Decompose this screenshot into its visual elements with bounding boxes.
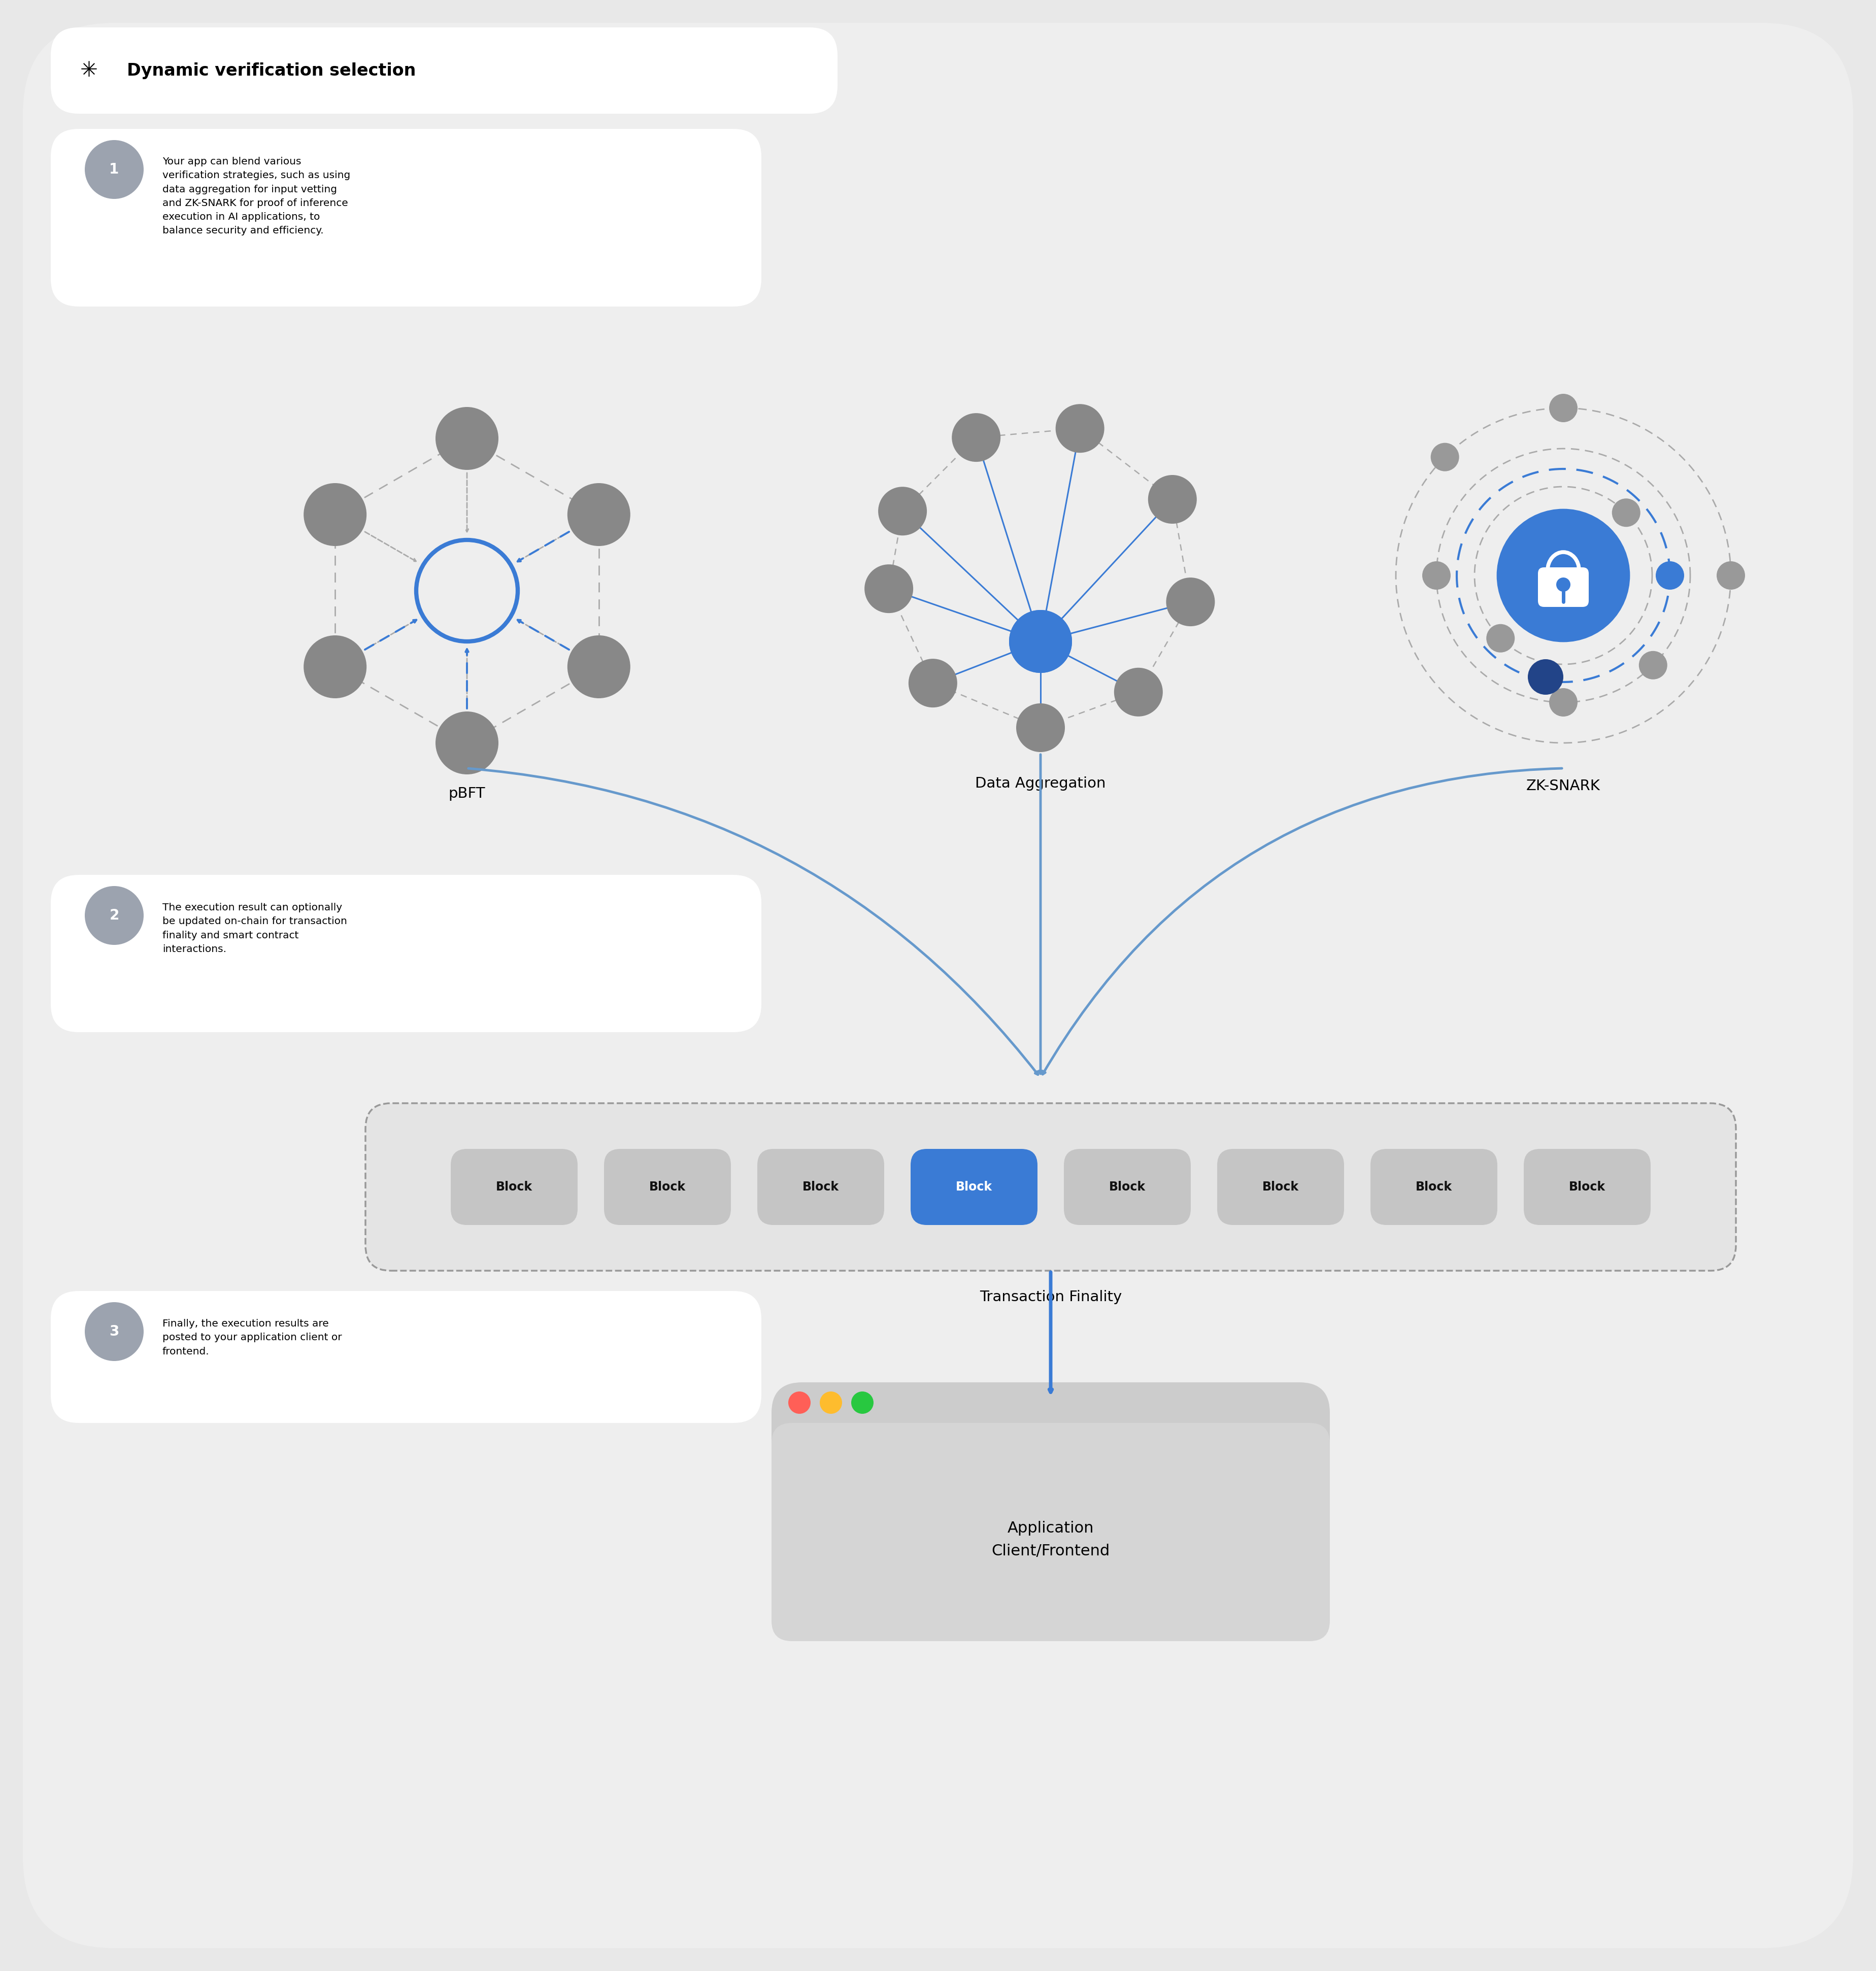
- Circle shape: [820, 1392, 842, 1413]
- Circle shape: [1486, 625, 1514, 652]
- Circle shape: [567, 635, 630, 698]
- FancyBboxPatch shape: [23, 24, 1853, 1947]
- Text: Block: Block: [1109, 1181, 1146, 1192]
- Text: The execution result can optionally
be updated on-chain for transaction
finality: The execution result can optionally be u…: [163, 903, 347, 954]
- Circle shape: [84, 1303, 144, 1362]
- Text: Block: Block: [649, 1181, 687, 1192]
- Circle shape: [951, 414, 1000, 461]
- Circle shape: [84, 140, 144, 199]
- Text: Block: Block: [495, 1181, 533, 1192]
- FancyBboxPatch shape: [450, 1149, 578, 1226]
- FancyBboxPatch shape: [51, 1291, 762, 1423]
- Text: Transaction Finality: Transaction Finality: [979, 1289, 1122, 1305]
- FancyBboxPatch shape: [771, 1382, 1330, 1642]
- Circle shape: [1640, 650, 1668, 680]
- FancyBboxPatch shape: [758, 1149, 884, 1226]
- FancyBboxPatch shape: [1064, 1149, 1191, 1226]
- Circle shape: [1497, 509, 1630, 641]
- Circle shape: [1717, 562, 1745, 589]
- Text: pBFT: pBFT: [448, 786, 486, 800]
- Text: Block: Block: [1263, 1181, 1298, 1192]
- FancyBboxPatch shape: [1218, 1149, 1343, 1226]
- Circle shape: [304, 635, 366, 698]
- Circle shape: [852, 1392, 874, 1413]
- Circle shape: [1611, 499, 1640, 526]
- Text: Block: Block: [803, 1181, 839, 1192]
- FancyBboxPatch shape: [51, 128, 762, 307]
- Text: Data Aggregation: Data Aggregation: [976, 777, 1105, 790]
- FancyBboxPatch shape: [1523, 1149, 1651, 1226]
- Circle shape: [1431, 443, 1460, 471]
- Circle shape: [435, 712, 499, 775]
- Text: Block: Block: [1568, 1181, 1606, 1192]
- Text: Block: Block: [1416, 1181, 1452, 1192]
- FancyBboxPatch shape: [366, 1104, 1735, 1271]
- Circle shape: [1557, 578, 1570, 591]
- FancyBboxPatch shape: [1538, 568, 1589, 607]
- Text: Your app can blend various
verification strategies, such as using
data aggregati: Your app can blend various verification …: [163, 158, 351, 237]
- Circle shape: [878, 487, 927, 536]
- Text: 3: 3: [109, 1325, 118, 1338]
- Circle shape: [865, 564, 914, 613]
- Circle shape: [1114, 668, 1163, 715]
- Circle shape: [1550, 394, 1578, 422]
- FancyBboxPatch shape: [910, 1149, 1037, 1226]
- Text: Application
Client/Frontend: Application Client/Frontend: [992, 1522, 1111, 1559]
- FancyBboxPatch shape: [1371, 1149, 1497, 1226]
- Circle shape: [788, 1392, 810, 1413]
- Circle shape: [1167, 578, 1216, 627]
- Circle shape: [1056, 404, 1105, 453]
- FancyBboxPatch shape: [604, 1149, 732, 1226]
- Circle shape: [1017, 704, 1066, 753]
- Text: Finally, the execution results are
posted to your application client or
frontend: Finally, the execution results are poste…: [163, 1319, 341, 1356]
- Circle shape: [1009, 609, 1071, 672]
- Circle shape: [1148, 475, 1197, 524]
- Text: 1: 1: [109, 162, 118, 177]
- FancyBboxPatch shape: [51, 875, 762, 1033]
- FancyBboxPatch shape: [51, 28, 837, 114]
- Circle shape: [84, 887, 144, 944]
- Circle shape: [908, 658, 957, 708]
- Text: 2: 2: [109, 909, 118, 922]
- Text: Dynamic verification selection: Dynamic verification selection: [128, 63, 416, 79]
- Circle shape: [435, 406, 499, 469]
- Circle shape: [567, 483, 630, 546]
- FancyBboxPatch shape: [771, 1423, 1330, 1642]
- Text: ✳: ✳: [81, 59, 98, 81]
- Circle shape: [1527, 658, 1563, 694]
- Text: ZK-SNARK: ZK-SNARK: [1527, 779, 1600, 792]
- Text: Block: Block: [955, 1181, 992, 1192]
- Circle shape: [1009, 609, 1071, 672]
- Circle shape: [1422, 562, 1450, 589]
- Circle shape: [1657, 562, 1685, 589]
- Circle shape: [1550, 688, 1578, 717]
- Circle shape: [304, 483, 366, 546]
